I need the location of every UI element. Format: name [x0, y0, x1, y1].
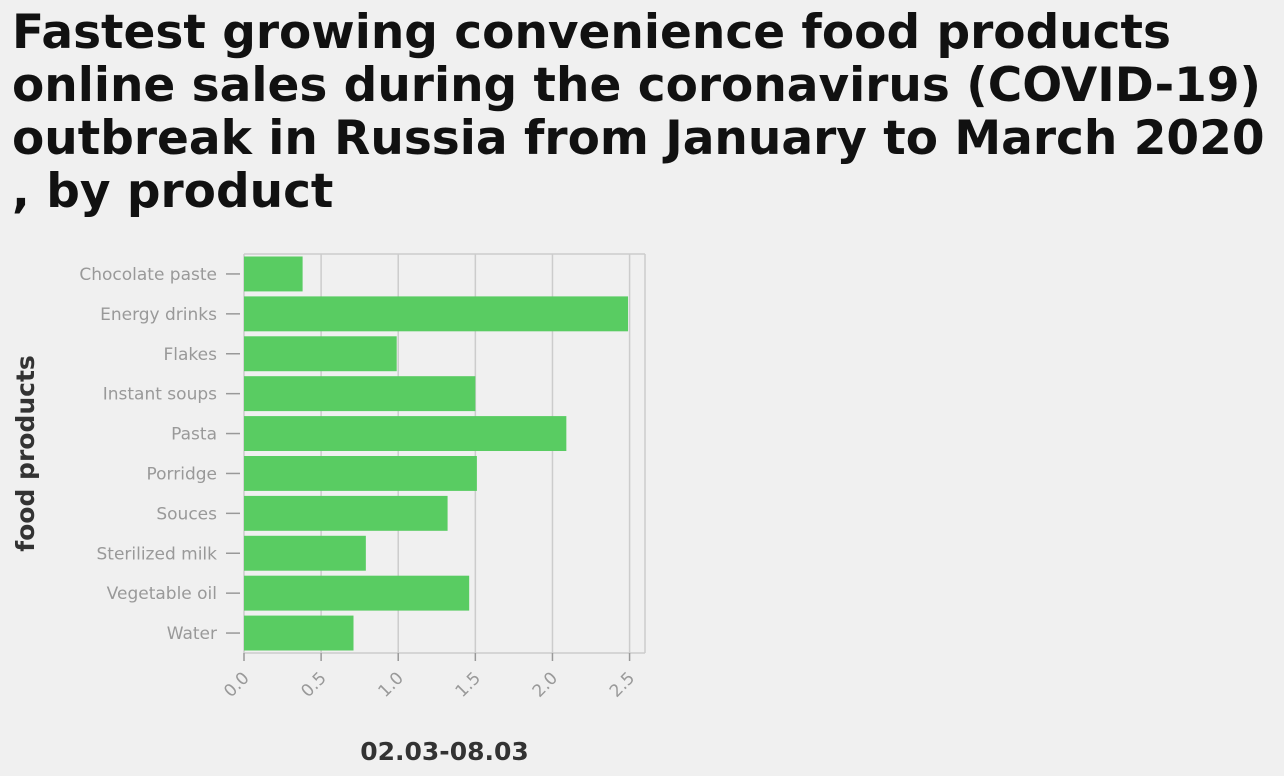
y-tick-label: Porridge	[147, 464, 218, 484]
y-tick-label: Instant soups	[103, 385, 217, 405]
y-tick-label: Souces	[156, 504, 217, 524]
x-tick-label: 1.0	[374, 668, 407, 701]
bar	[244, 296, 629, 332]
y-axis-title: food products	[11, 355, 40, 552]
y-tick-label: Sterilized milk	[96, 544, 217, 564]
x-tick-label: 0.5	[297, 668, 330, 701]
bar	[244, 575, 470, 611]
bar	[244, 336, 397, 372]
y-axis-ticks: Chocolate paste Energy drinks Flakes Instan…	[79, 265, 240, 644]
x-tick-label: 1.5	[452, 668, 485, 701]
bar	[244, 535, 366, 571]
bar	[244, 376, 476, 412]
x-tick-label: 2.5	[606, 668, 639, 701]
y-tick-label: Pasta	[171, 425, 217, 445]
bar	[244, 455, 477, 491]
y-tick-label: Energy drinks	[100, 305, 217, 325]
bar	[244, 615, 354, 651]
bars	[244, 256, 629, 651]
x-tick-label: 0.0	[220, 668, 253, 701]
y-tick-label: Chocolate paste	[79, 265, 217, 285]
bar	[244, 256, 303, 292]
x-axis-title: 02.03-08.03	[360, 737, 529, 766]
x-axis-ticks: 0.0 0.5 1.0 1.5 2.0 2.5	[220, 653, 639, 702]
y-tick-label: Flakes	[164, 345, 218, 365]
chart-title: Fastest growing convenience food product…	[12, 5, 1265, 219]
x-tick-label: 2.0	[529, 668, 562, 701]
y-tick-label: Water	[167, 624, 217, 644]
y-tick-label: Vegetable oil	[107, 584, 217, 604]
bar	[244, 416, 567, 452]
bar	[244, 495, 448, 531]
